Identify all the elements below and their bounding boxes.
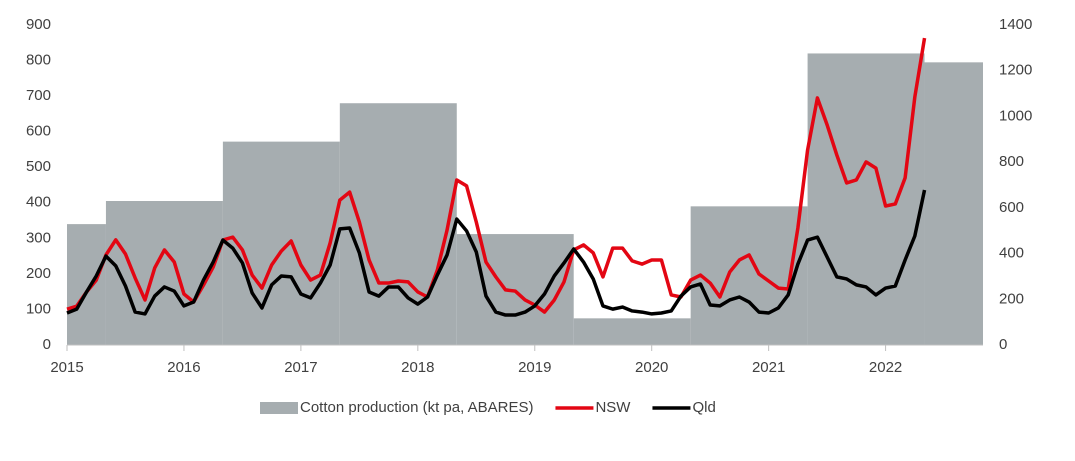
y2-tick-label: 600 <box>999 199 1024 216</box>
y2-tick-label: 0 <box>999 336 1007 353</box>
line-qld <box>66 189 927 317</box>
production-bar <box>339 103 457 345</box>
production-bar <box>807 53 925 345</box>
production-bar <box>573 318 691 345</box>
y-tick-label: 900 <box>26 16 51 33</box>
line-nsw <box>66 37 927 314</box>
production-bar <box>105 201 223 345</box>
legend-swatch <box>260 402 298 414</box>
y-tick-label: 200 <box>26 265 51 282</box>
x-tick-label: 2019 <box>518 359 551 376</box>
x-tick-label: 2022 <box>869 359 902 376</box>
legend-label: Qld <box>692 399 715 416</box>
production-bar <box>67 224 106 345</box>
y-tick-label: 700 <box>26 87 51 104</box>
y2-tick-label: 1400 <box>999 16 1032 33</box>
y-tick-label: 800 <box>26 52 51 69</box>
y-tick-label: 500 <box>26 158 51 175</box>
production-bar <box>690 206 808 345</box>
y-tick-label: 600 <box>26 123 51 140</box>
y-tick-label: 0 <box>43 336 51 353</box>
y2-tick-label: 200 <box>999 290 1024 307</box>
x-tick-label: 2017 <box>284 359 317 376</box>
y-tick-label: 300 <box>26 229 51 246</box>
x-tick-label: 2018 <box>401 359 434 376</box>
y-tick-label: 100 <box>26 300 51 317</box>
legend-label: Cotton production (kt pa, ABARES) <box>300 399 533 416</box>
legend-label: NSW <box>595 399 631 416</box>
x-tick-label: 2020 <box>635 359 668 376</box>
production-bar <box>924 62 983 345</box>
y2-tick-label: 1000 <box>999 107 1032 124</box>
production-bar <box>222 141 340 345</box>
x-tick-label: 2015 <box>50 359 83 376</box>
y2-tick-label: 800 <box>999 153 1024 170</box>
y2-tick-label: 1200 <box>999 62 1032 79</box>
y-tick-label: 400 <box>26 194 51 211</box>
x-tick-label: 2016 <box>167 359 200 376</box>
x-tick-label: 2021 <box>752 359 785 376</box>
y2-tick-label: 400 <box>999 245 1024 262</box>
